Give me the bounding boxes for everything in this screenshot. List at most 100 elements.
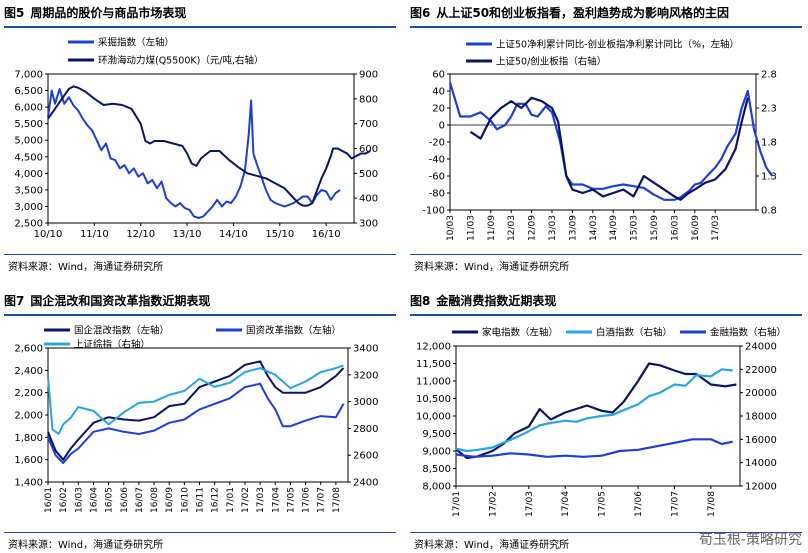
y-left-tick-label: -60	[429, 172, 445, 183]
x-tick-label: 17/03	[525, 491, 535, 517]
panel-fig6: 图6 从上证50和创业板指看，盈利趋势成为影响风格的主因 -100 -80 -60 -4…	[410, 4, 802, 274]
x-tick-label: 17/08	[332, 487, 342, 513]
x-tick-label: 11/03	[466, 215, 476, 241]
x-tick-label: 16/07	[135, 487, 145, 513]
x-tick-label: 16/04	[89, 487, 99, 513]
source-note: 资料来源：Wind，海通证券研究所	[8, 540, 164, 551]
x-tick-label: 11/09	[487, 215, 497, 241]
chart-fig5: 2,500 3,000 3,500 4,000 4,500 5,000 5,500 6,000…	[14, 37, 378, 241]
y-right-tick-label: 1.8	[761, 138, 777, 149]
y-right-tick-label: 2.3	[761, 104, 777, 115]
y-left-tick-label: 10,000	[416, 412, 451, 423]
y-right-tick-label: 2.8	[761, 70, 777, 81]
x-tick-label: 17/08	[707, 491, 717, 517]
y-left-tick-label: 5,500	[14, 119, 43, 130]
panel-title: 图5 周期品的股价与商品市场表现	[4, 6, 187, 20]
x-tick-label: 16/12	[211, 487, 221, 513]
y-left-tick-label: 5,000	[14, 136, 43, 147]
x-tick-label: 16/09	[165, 487, 175, 513]
series-line-0	[47, 360, 345, 461]
y-left-tick-label: 10,500	[416, 394, 451, 405]
x-tick-label: 17/02	[488, 491, 498, 517]
y-left-tick-label: 2,600	[14, 344, 43, 355]
y-left-tick-label: 40	[432, 87, 445, 98]
x-tick-label: 17/02	[241, 487, 251, 513]
x-tick-label: 16/02	[59, 487, 69, 513]
series-line-1	[47, 85, 371, 207]
source-note: 资料来源：Wind，海通证券研究所	[414, 262, 570, 273]
series-line-0	[448, 82, 774, 201]
series-line-1	[469, 96, 749, 201]
y-right-tick-label: 0.8	[761, 206, 777, 217]
y-left-tick-label: 11,500	[416, 359, 451, 370]
legend-label: 金融指数（右轴）	[710, 327, 786, 339]
y-right-tick-label: 900	[359, 70, 378, 81]
y-right-tick-label: 2400	[353, 478, 378, 489]
x-tick-label: 16/09	[691, 215, 701, 241]
x-tick-label: 17/03	[711, 215, 721, 241]
legend-label: 采掘指数（左轴）	[98, 37, 174, 49]
chart-fig8: 8,000 8,500 9,000 9,500 10,000 10,500 11,000 11…	[416, 327, 786, 517]
y-left-tick-label: 1,600	[14, 455, 43, 466]
y-right-tick-label: 3000	[353, 397, 378, 408]
series-line-2	[47, 364, 344, 435]
y-left-tick-label: -20	[429, 138, 445, 149]
x-tick-label: 14/09	[609, 215, 619, 241]
y-left-tick-label: 12,000	[416, 342, 451, 353]
y-right-tick-label: 3200	[353, 370, 378, 381]
x-tick-label: 16/10	[312, 229, 341, 240]
x-tick-label: 13/10	[173, 229, 202, 240]
x-tick-label: 12/09	[528, 215, 538, 241]
x-tick-label: 10/03	[446, 215, 456, 241]
x-tick-label: 17/05	[598, 491, 608, 517]
y-left-tick-label: 9,500	[422, 429, 451, 440]
y-left-tick-label: -40	[429, 155, 445, 166]
y-right-tick-label: 22000	[745, 365, 777, 376]
y-right-tick-label: 3400	[353, 344, 378, 355]
y-left-tick-label: 2,400	[14, 366, 43, 377]
chart-fig7: 1,400 1,600 1,800 2,000 2,200 2,400 2,600 2400 2…	[14, 325, 378, 513]
y-left-tick-label: 0	[439, 121, 445, 132]
y-right-tick-label: 14000	[745, 458, 777, 469]
y-right-tick-label: 1.3	[761, 172, 777, 183]
y-left-tick-label: 2,200	[14, 388, 43, 399]
plot-frame	[47, 347, 349, 483]
y-left-tick-label: 8,500	[422, 464, 451, 475]
y-left-tick-label: 2,000	[14, 411, 43, 422]
x-tick-label: 17/06	[302, 487, 312, 513]
y-left-tick-label: 6,500	[14, 86, 43, 97]
y-right-tick-label: 24000	[745, 342, 777, 353]
legend-label: 上证综指（右轴）	[74, 339, 150, 351]
y-right-tick-label: 500	[359, 169, 378, 180]
x-tick-label: 10/10	[34, 229, 63, 240]
legend-label: 家电指数（左轴）	[482, 327, 558, 339]
y-left-tick-label: 3,000	[14, 202, 43, 213]
x-tick-label: 15/03	[630, 215, 640, 241]
x-tick-label: 13/09	[568, 215, 578, 241]
y-left-tick-label: 3,500	[14, 185, 43, 196]
panel-title: 图8 金融消费指数近期表现	[410, 294, 557, 308]
y-left-tick-label: 9,000	[422, 447, 451, 458]
y-right-tick-label: 2600	[353, 451, 378, 462]
legend-label: 国资改革指数（左轴）	[246, 325, 341, 337]
y-left-tick-label: 7,000	[14, 70, 43, 81]
x-tick-label: 15/09	[650, 215, 660, 241]
panel-fig8: 图8 金融消费指数近期表现 8,000 8,500 9,000 9,500 10,000 1…	[410, 292, 802, 551]
series-line-2	[455, 438, 733, 458]
x-tick-label: 16/08	[150, 487, 160, 513]
legend-label: 白酒指数（右轴）	[596, 327, 672, 339]
source-note: 资料来源：Wind，海通证券研究所	[414, 540, 570, 551]
y-right-tick-label: 700	[359, 119, 378, 130]
x-tick-label: 17/05	[286, 487, 296, 513]
x-tick-label: 16/10	[180, 487, 190, 513]
x-tick-label: 16/11	[196, 487, 206, 513]
x-tick-label: 17/07	[670, 491, 680, 517]
x-tick-label: 17/03	[256, 487, 266, 513]
y-right-tick-label: 2800	[353, 424, 378, 435]
x-tick-label: 16/05	[105, 487, 115, 513]
y-left-tick-label: 2,500	[14, 219, 43, 230]
x-tick-label: 17/06	[634, 491, 644, 517]
chart-fig6: -100 -80 -60 -40 -20 0 20 40 60 0.8 1.3 1.8 2.3 2.8 10…	[422, 39, 777, 241]
y-right-tick-label: 400	[359, 194, 378, 205]
x-tick-label: 16/06	[120, 487, 130, 513]
